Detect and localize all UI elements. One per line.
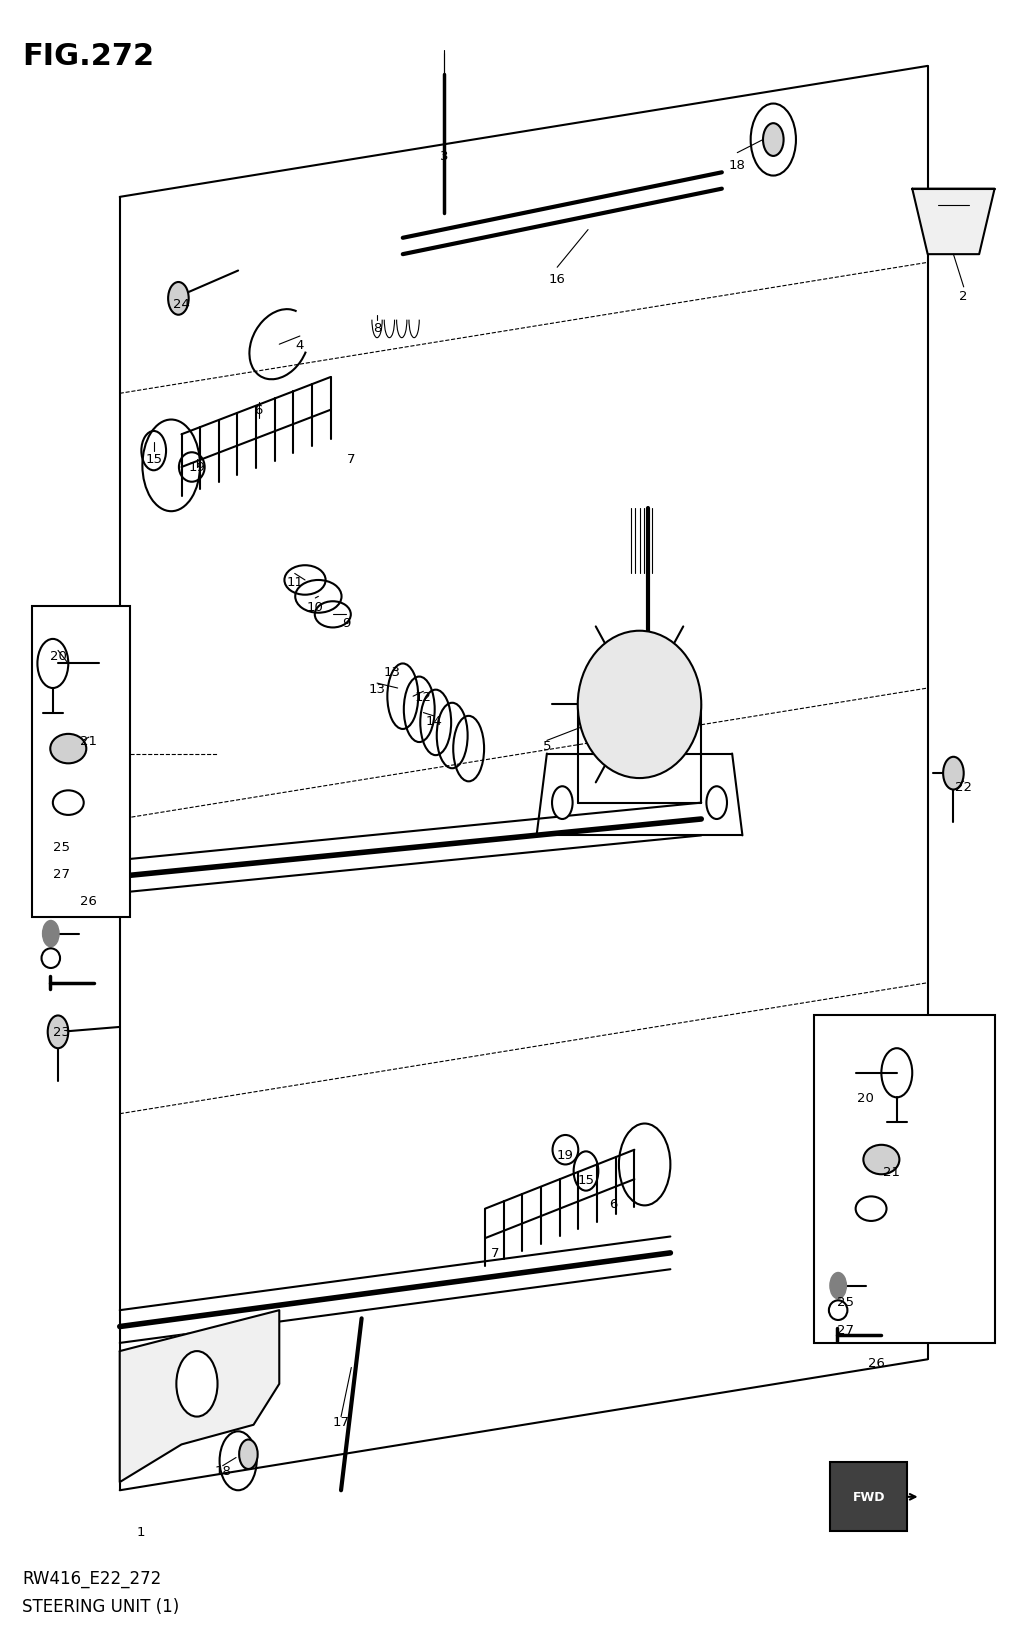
Bar — [830, 1462, 907, 1531]
Text: 3: 3 — [440, 151, 448, 164]
Text: 4: 4 — [296, 339, 304, 351]
Text: 25: 25 — [837, 1296, 853, 1308]
Text: 1: 1 — [136, 1524, 144, 1537]
Text: 19: 19 — [557, 1149, 574, 1162]
Text: 17: 17 — [332, 1414, 350, 1428]
Polygon shape — [912, 190, 995, 256]
Text: 5: 5 — [543, 739, 551, 752]
Ellipse shape — [578, 631, 702, 779]
Text: 18: 18 — [215, 1464, 231, 1477]
Text: 27: 27 — [53, 867, 69, 880]
Text: 24: 24 — [173, 298, 190, 310]
Text: 13: 13 — [384, 665, 401, 679]
Text: 12: 12 — [415, 690, 431, 703]
Text: 6: 6 — [255, 403, 263, 416]
Text: 20: 20 — [50, 649, 66, 662]
Text: 21: 21 — [80, 734, 97, 747]
Bar — [32, 606, 130, 918]
Circle shape — [552, 787, 573, 820]
Text: 22: 22 — [956, 780, 972, 793]
Text: 21: 21 — [883, 1165, 900, 1178]
Circle shape — [47, 1016, 68, 1049]
Text: 18: 18 — [729, 159, 746, 172]
Text: 15: 15 — [578, 1174, 594, 1187]
Bar — [814, 1016, 995, 1342]
Text: 27: 27 — [837, 1324, 853, 1336]
Text: 20: 20 — [858, 1092, 874, 1105]
Text: 10: 10 — [307, 600, 324, 613]
Text: 15: 15 — [146, 452, 162, 465]
Text: 2: 2 — [960, 290, 968, 303]
Polygon shape — [120, 1310, 280, 1482]
Text: 16: 16 — [549, 274, 566, 287]
Text: 6: 6 — [610, 1198, 618, 1211]
Circle shape — [176, 1351, 218, 1416]
Text: 9: 9 — [342, 616, 351, 629]
Circle shape — [830, 1274, 846, 1300]
Circle shape — [42, 921, 59, 947]
Text: FIG.272: FIG.272 — [22, 43, 154, 70]
Ellipse shape — [51, 734, 87, 764]
Text: 19: 19 — [189, 461, 205, 474]
Text: 8: 8 — [373, 323, 381, 334]
Text: STEERING UNIT (1): STEERING UNIT (1) — [22, 1596, 180, 1614]
Text: 23: 23 — [53, 1026, 69, 1039]
Text: 14: 14 — [425, 715, 442, 728]
Text: 26: 26 — [868, 1355, 884, 1369]
Text: 25: 25 — [53, 841, 69, 854]
Text: 26: 26 — [80, 895, 97, 908]
Circle shape — [943, 757, 964, 790]
Circle shape — [707, 787, 727, 820]
Circle shape — [763, 125, 783, 157]
Text: 7: 7 — [347, 452, 356, 465]
Text: FWD: FWD — [852, 1490, 885, 1503]
Text: 7: 7 — [491, 1247, 499, 1260]
Circle shape — [168, 284, 189, 316]
Text: 13: 13 — [368, 682, 386, 695]
Text: 11: 11 — [286, 575, 303, 588]
Circle shape — [239, 1439, 258, 1469]
Text: RW416_E22_272: RW416_E22_272 — [22, 1569, 161, 1587]
Ellipse shape — [864, 1146, 899, 1175]
